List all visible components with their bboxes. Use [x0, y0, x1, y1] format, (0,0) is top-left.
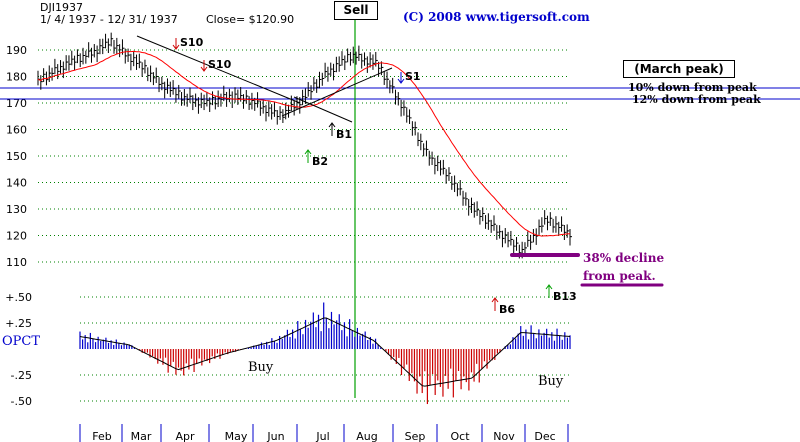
opct-tick-label: +.25: [5, 317, 32, 330]
month-label: Sep: [405, 430, 426, 442]
signal-label: B6: [499, 303, 515, 316]
price-tick-label: 190: [6, 44, 27, 57]
price-tick-label: 180: [6, 71, 27, 84]
month-label: Mar: [131, 430, 152, 442]
opct-tick-label: +.50: [5, 291, 32, 304]
opct-tick-label: -.25: [11, 369, 32, 382]
buy-label-2: Buy: [538, 374, 564, 389]
close-value: Close= $120.90: [206, 13, 295, 26]
signal-arrow-head: [491, 297, 499, 303]
month-label: Jul: [315, 430, 329, 442]
signal-arrow-head: [172, 44, 180, 50]
trendline-down: [136, 35, 301, 104]
opct-smoothed-line: [79, 317, 571, 387]
month-label: Aug: [356, 430, 377, 442]
copyright-text: (C) 2008 www.tigersoft.com: [403, 10, 590, 24]
price-tick-label: 120: [6, 230, 27, 243]
opct-label: OPCT: [2, 334, 41, 349]
twelve-percent-down-label: 12% down from peak: [632, 93, 761, 106]
month-label: Dec: [534, 430, 555, 442]
signal-arrow-head: [304, 149, 312, 155]
buy-label-1: Buy: [248, 360, 274, 375]
price-tick-label: 130: [6, 203, 27, 216]
signal-arrow-head: [200, 66, 208, 72]
decline-line1: 38% decline: [583, 251, 665, 265]
month-label: May: [225, 430, 248, 442]
moving-average-line: [37, 50, 571, 237]
price-tick-label: 170: [6, 97, 27, 110]
decline-line2: from peak.: [583, 269, 656, 283]
signal-label: S1: [405, 70, 421, 83]
price-tick-label: 110: [6, 256, 27, 269]
date-range: 1/ 4/ 1937 - 12/ 31/ 1937: [40, 13, 178, 26]
signal-label: B1: [336, 128, 352, 141]
month-label: Jun: [266, 430, 284, 442]
signal-label: B2: [312, 155, 328, 168]
month-label: Feb: [92, 430, 111, 442]
month-label: Apr: [175, 430, 195, 442]
sell-label-box: Sell: [334, 1, 378, 20]
signal-arrow-head: [328, 122, 336, 128]
trendline-up: [281, 67, 393, 117]
opct-tick-label: -.50: [11, 395, 32, 408]
trendline-channel: [293, 96, 353, 123]
price-tick-label: 140: [6, 177, 27, 190]
signal-arrow-head: [397, 78, 405, 84]
month-label: Nov: [493, 430, 515, 442]
signal-arrow-head: [545, 284, 553, 290]
price-tick-label: 160: [6, 124, 27, 137]
signal-label: S10: [208, 58, 232, 71]
price-tick-label: 150: [6, 150, 27, 163]
march-peak-box: (March peak): [623, 60, 735, 78]
month-label: Oct: [450, 430, 470, 442]
ten-percent-down-label: 10% down from peak: [628, 81, 757, 94]
signal-label: S10: [180, 36, 204, 49]
symbol-label: DJI1937: [40, 1, 83, 14]
